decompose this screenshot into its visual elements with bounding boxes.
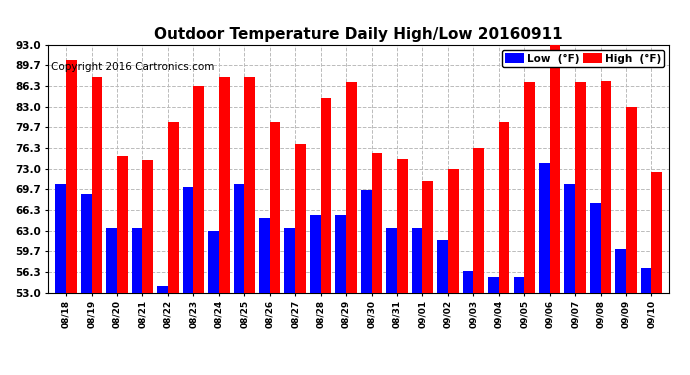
Bar (335, 215, 346, 292)
Bar (117, 156, 128, 292)
Bar (513, 277, 524, 292)
Bar (183, 188, 193, 292)
Bar (219, 76, 230, 292)
Bar (295, 144, 306, 292)
Bar (193, 87, 204, 292)
Legend: Low  (°F), High  (°F): Low (°F), High (°F) (502, 50, 664, 67)
Bar (284, 228, 295, 292)
Bar (55, 184, 66, 292)
Bar (361, 190, 371, 292)
Bar (590, 203, 600, 292)
Bar (92, 76, 102, 292)
Bar (626, 107, 637, 292)
Bar (66, 60, 77, 292)
Bar (168, 122, 179, 292)
Bar (386, 228, 397, 292)
Bar (142, 160, 153, 292)
Bar (321, 98, 331, 292)
Bar (550, 45, 560, 292)
Bar (157, 286, 168, 292)
Bar (651, 172, 662, 292)
Bar (208, 231, 219, 292)
Title: Outdoor Temperature Daily High/Low 20160911: Outdoor Temperature Daily High/Low 20160… (155, 27, 563, 42)
Bar (539, 163, 550, 292)
Bar (106, 228, 117, 292)
Bar (81, 194, 92, 292)
Bar (346, 82, 357, 292)
Text: Copyright 2016 Cartronics.com: Copyright 2016 Cartronics.com (51, 62, 215, 72)
Bar (422, 181, 433, 292)
Bar (310, 215, 321, 292)
Bar (412, 228, 422, 292)
Bar (259, 218, 270, 292)
Bar (397, 159, 408, 292)
Bar (499, 122, 509, 292)
Bar (488, 277, 499, 292)
Bar (462, 271, 473, 292)
Bar (600, 81, 611, 292)
Bar (371, 153, 382, 292)
Bar (575, 82, 586, 292)
Bar (234, 184, 244, 292)
Bar (270, 122, 280, 292)
Bar (524, 82, 535, 292)
Bar (641, 268, 651, 292)
Bar (132, 228, 142, 292)
Bar (615, 249, 626, 292)
Bar (473, 148, 484, 292)
Bar (564, 184, 575, 292)
Bar (448, 169, 459, 292)
Bar (437, 240, 448, 292)
Bar (244, 76, 255, 292)
